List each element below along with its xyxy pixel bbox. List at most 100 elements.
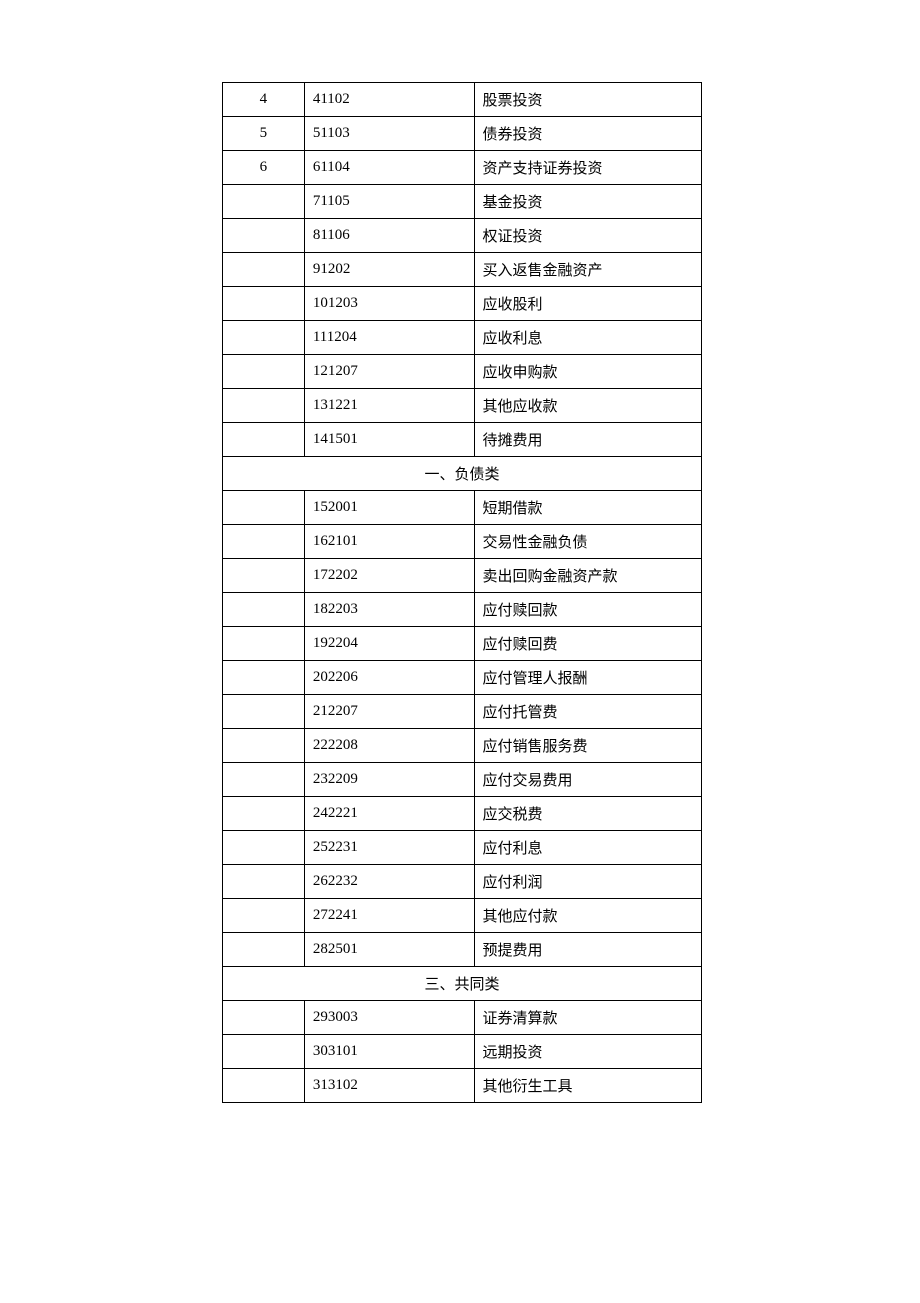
table-row: 一、负债类 [223, 457, 702, 491]
account-name: 待摊费用 [474, 423, 701, 457]
account-name: 应付赎回款 [474, 593, 701, 627]
account-name: 远期投资 [474, 1035, 701, 1069]
account-code: 252231 [304, 831, 474, 865]
account-code: 202206 [304, 661, 474, 695]
account-name: 债券投资 [474, 117, 701, 151]
account-code: 51103 [304, 117, 474, 151]
account-code: 232209 [304, 763, 474, 797]
table-row: 121207应收申购款 [223, 355, 702, 389]
row-number [223, 491, 305, 525]
account-name: 应付利润 [474, 865, 701, 899]
row-number: 4 [223, 83, 305, 117]
table-row: 152001短期借款 [223, 491, 702, 525]
row-number [223, 1035, 305, 1069]
table-row: 282501预提费用 [223, 933, 702, 967]
table-row: 101203应收股利 [223, 287, 702, 321]
table-row: 212207应付托管费 [223, 695, 702, 729]
account-code: 162101 [304, 525, 474, 559]
account-name: 应付销售服务费 [474, 729, 701, 763]
row-number [223, 253, 305, 287]
account-code: 81106 [304, 219, 474, 253]
account-code: 262232 [304, 865, 474, 899]
account-name: 其他应收款 [474, 389, 701, 423]
table-row: 182203应付赎回款 [223, 593, 702, 627]
account-code: 212207 [304, 695, 474, 729]
account-code: 242221 [304, 797, 474, 831]
account-name: 应付利息 [474, 831, 701, 865]
row-number [223, 559, 305, 593]
table-row: 192204应付赎回费 [223, 627, 702, 661]
account-code: 71105 [304, 185, 474, 219]
account-code: 192204 [304, 627, 474, 661]
account-code: 293003 [304, 1001, 474, 1035]
table-row: 313102其他衍生工具 [223, 1069, 702, 1103]
table-row: 252231应付利息 [223, 831, 702, 865]
account-name: 预提费用 [474, 933, 701, 967]
account-name: 应付管理人报酬 [474, 661, 701, 695]
table-row: 162101交易性金融负债 [223, 525, 702, 559]
account-name: 资产支持证券投资 [474, 151, 701, 185]
account-name: 基金投资 [474, 185, 701, 219]
row-number [223, 389, 305, 423]
table-row: 141501待摊费用 [223, 423, 702, 457]
row-number [223, 763, 305, 797]
row-number: 6 [223, 151, 305, 185]
account-name: 证券清算款 [474, 1001, 701, 1035]
row-number [223, 899, 305, 933]
account-code: 272241 [304, 899, 474, 933]
account-code: 313102 [304, 1069, 474, 1103]
account-code: 172202 [304, 559, 474, 593]
account-code: 141501 [304, 423, 474, 457]
row-number [223, 219, 305, 253]
row-number [223, 661, 305, 695]
row-number [223, 593, 305, 627]
table-row: 71105基金投资 [223, 185, 702, 219]
account-name: 买入返售金融资产 [474, 253, 701, 287]
account-name: 短期借款 [474, 491, 701, 525]
table-row: 242221应交税费 [223, 797, 702, 831]
account-code: 152001 [304, 491, 474, 525]
account-name: 其他应付款 [474, 899, 701, 933]
row-number [223, 525, 305, 559]
row-number [223, 797, 305, 831]
account-name: 股票投资 [474, 83, 701, 117]
account-name: 应付托管费 [474, 695, 701, 729]
account-name: 交易性金融负债 [474, 525, 701, 559]
account-code: 222208 [304, 729, 474, 763]
account-name: 卖出回购金融资产款 [474, 559, 701, 593]
table-row: 232209应付交易费用 [223, 763, 702, 797]
table-row: 172202卖出回购金融资产款 [223, 559, 702, 593]
row-number [223, 1001, 305, 1035]
account-name: 应收利息 [474, 321, 701, 355]
row-number [223, 729, 305, 763]
row-number: 5 [223, 117, 305, 151]
table-row: 272241其他应付款 [223, 899, 702, 933]
account-name: 应收股利 [474, 287, 701, 321]
accounts-table: 441102股票投资551103债券投资661104资产支持证券投资71105基… [222, 82, 702, 1103]
table-row: 222208应付销售服务费 [223, 729, 702, 763]
account-name: 应交税费 [474, 797, 701, 831]
table-row: 三、共同类 [223, 967, 702, 1001]
section-header: 一、负债类 [223, 457, 702, 491]
table-row: 293003证券清算款 [223, 1001, 702, 1035]
table-row: 111204应收利息 [223, 321, 702, 355]
account-code: 91202 [304, 253, 474, 287]
table-row: 303101远期投资 [223, 1035, 702, 1069]
account-name: 权证投资 [474, 219, 701, 253]
row-number [223, 423, 305, 457]
row-number [223, 287, 305, 321]
table-row: 81106权证投资 [223, 219, 702, 253]
table-row: 551103债券投资 [223, 117, 702, 151]
row-number [223, 831, 305, 865]
table-row: 661104资产支持证券投资 [223, 151, 702, 185]
table-row: 202206应付管理人报酬 [223, 661, 702, 695]
account-name: 其他衍生工具 [474, 1069, 701, 1103]
account-name: 应收申购款 [474, 355, 701, 389]
account-code: 303101 [304, 1035, 474, 1069]
table-row: 131221其他应收款 [223, 389, 702, 423]
row-number [223, 933, 305, 967]
account-code: 101203 [304, 287, 474, 321]
row-number [223, 1069, 305, 1103]
row-number [223, 695, 305, 729]
table-row: 441102股票投资 [223, 83, 702, 117]
